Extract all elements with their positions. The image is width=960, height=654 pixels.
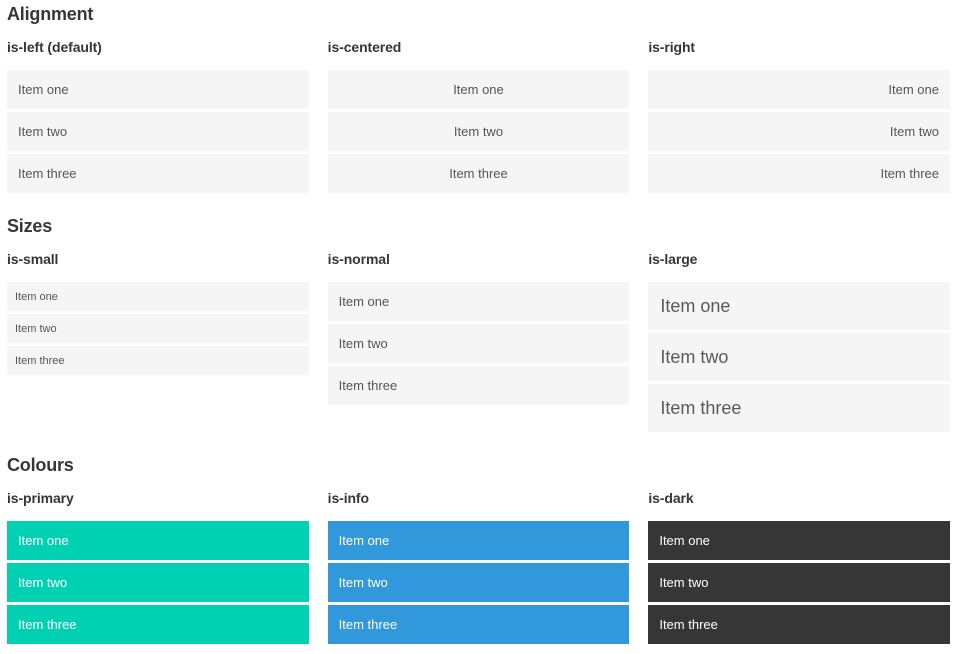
column-is-primary: is-primary Item one Item two Item three [7, 490, 309, 647]
list-item[interactable]: Item two [7, 314, 309, 343]
demo-list: Item one Item two Item three [327, 282, 630, 405]
list-item[interactable]: Item two [327, 563, 630, 602]
list-item[interactable]: Item two [7, 112, 309, 151]
demo-list: Item one Item two Item three [327, 521, 630, 644]
column-is-info: is-info Item one Item two Item three [327, 490, 630, 647]
list-item[interactable]: Item three [648, 154, 950, 193]
column-is-centered: is-centered Item one Item two Item three [327, 39, 630, 196]
alignment-columns: is-left (default) Item one Item two Item… [7, 39, 950, 196]
list-item[interactable]: Item three [327, 154, 630, 193]
list-item[interactable]: Item two [648, 333, 950, 381]
demo-list: Item one Item two Item three [7, 521, 309, 644]
column-is-large: is-large Item one Item two Item three [648, 251, 950, 435]
list-item[interactable]: Item two [648, 112, 950, 151]
column-is-dark: is-dark Item one Item two Item three [648, 490, 950, 647]
column-is-left: is-left (default) Item one Item two Item… [7, 39, 309, 196]
demo-list: Item one Item two Item three [648, 282, 950, 432]
list-item[interactable]: Item one [648, 521, 950, 560]
list-item[interactable]: Item three [7, 154, 309, 193]
column-header: is-dark [648, 490, 694, 506]
column-header: is-primary [7, 490, 74, 506]
list-item[interactable]: Item one [327, 70, 630, 109]
list-item[interactable]: Item two [648, 563, 950, 602]
section-title: Sizes [7, 216, 53, 236]
list-item[interactable]: Item three [7, 605, 309, 644]
sizes-columns: is-small Item one Item two Item three is… [7, 251, 950, 435]
column-is-right: is-right Item one Item two Item three [648, 39, 950, 196]
list-item[interactable]: Item two [7, 563, 309, 602]
demo-list: Item one Item two Item three [7, 282, 309, 375]
column-is-small: is-small Item one Item two Item three [7, 251, 309, 378]
demo-list: Item one Item two Item three [648, 521, 950, 644]
list-item[interactable]: Item one [327, 521, 630, 560]
list-item[interactable]: Item one [327, 282, 630, 321]
column-header: is-small [7, 251, 59, 267]
section-colours: Colours is-primary Item one Item two Ite… [7, 454, 950, 647]
demo-list: Item one Item two Item three [327, 70, 630, 193]
list-item[interactable]: Item one [7, 70, 309, 109]
list-item[interactable]: Item one [648, 70, 950, 109]
section-sizes: Sizes is-small Item one Item two Item th… [7, 215, 950, 435]
colours-columns: is-primary Item one Item two Item three … [7, 490, 950, 647]
list-item[interactable]: Item three [327, 366, 630, 405]
column-header: is-right [648, 39, 695, 55]
list-item[interactable]: Item three [327, 605, 630, 644]
section-alignment: Alignment is-left (default) Item one Ite… [7, 3, 950, 196]
section-title: Colours [7, 455, 74, 475]
list-item[interactable]: Item three [648, 384, 950, 432]
column-header: is-normal [327, 251, 390, 267]
list-item[interactable]: Item one [648, 282, 950, 330]
list-item[interactable]: Item one [7, 521, 309, 560]
section-title: Alignment [7, 4, 94, 24]
column-header: is-centered [327, 39, 402, 55]
column-header: is-info [327, 490, 369, 506]
list-item[interactable]: Item one [7, 282, 309, 311]
column-header: is-left (default) [7, 39, 102, 55]
list-item[interactable]: Item two [327, 324, 630, 363]
demo-list: Item one Item two Item three [7, 70, 309, 193]
column-is-normal: is-normal Item one Item two Item three [327, 251, 630, 408]
list-item[interactable]: Item two [327, 112, 630, 151]
list-item[interactable]: Item three [7, 346, 309, 375]
column-header: is-large [648, 251, 698, 267]
demo-list: Item one Item two Item three [648, 70, 950, 193]
list-item[interactable]: Item three [648, 605, 950, 644]
